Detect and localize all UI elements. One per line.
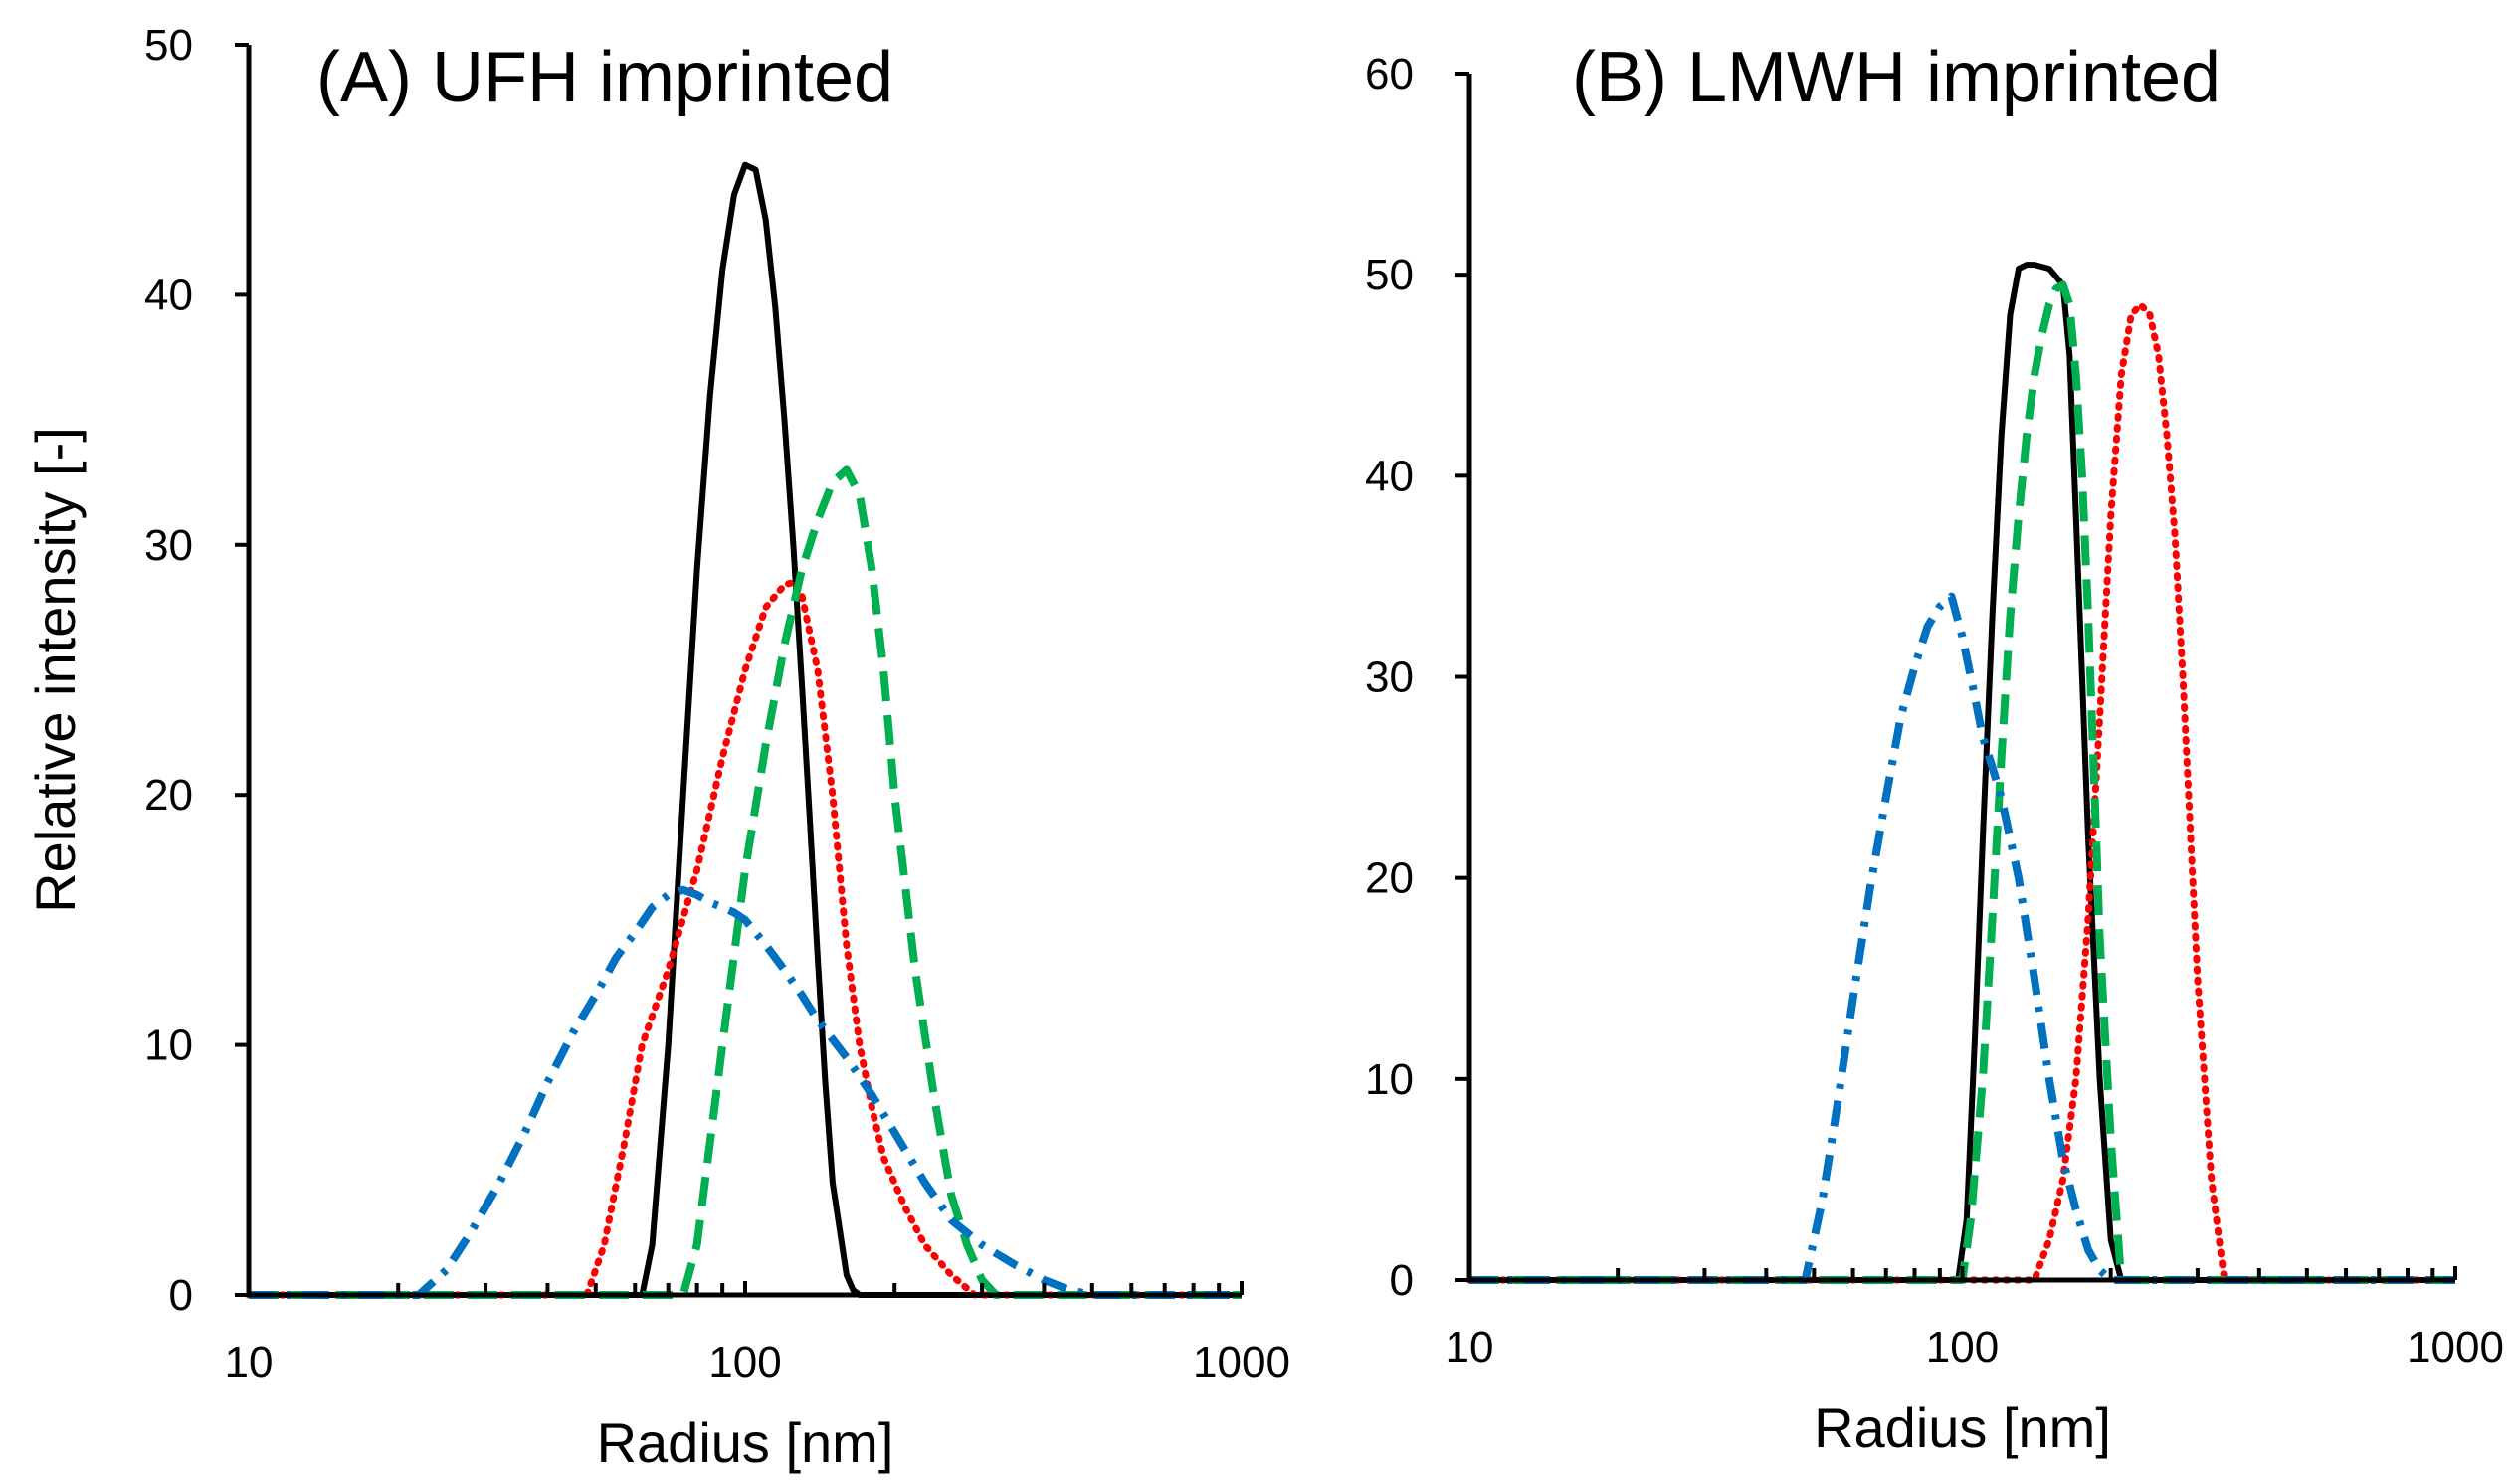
panel-title: (B) LMWH imprinted (1572, 38, 2221, 117)
y-tick-label: 60 (1365, 50, 1414, 98)
series-line-1 (249, 161, 1242, 1298)
series-line-1 (1469, 262, 2455, 1283)
y-tick-label: 40 (144, 271, 193, 319)
series-line-2 (245, 579, 1246, 1299)
y-tick-label: 20 (1365, 854, 1414, 903)
y-tick-label: 30 (1365, 653, 1414, 702)
series-line-4 (249, 885, 1242, 1299)
x-axis-label: Radius [nm] (1814, 1396, 2111, 1459)
panel-title: (A) UFH imprinted (316, 38, 893, 117)
y-tick-label: 10 (144, 1021, 193, 1070)
x-tick-label: 1000 (2407, 1323, 2504, 1372)
y-tick-label: 10 (1365, 1055, 1414, 1104)
x-axis-label: Radius [nm] (597, 1411, 894, 1474)
series-line-3 (249, 465, 1242, 1299)
x-tick-label: 100 (1926, 1323, 1999, 1372)
series-line-2 (1465, 301, 2459, 1284)
panel-a-ufh: 0 10 20 30 40 50 10 100 1000 Radius [nm] Relative … (24, 21, 1290, 1474)
x-tick-label: 10 (1446, 1323, 1494, 1372)
series-line-3 (1469, 280, 2455, 1284)
y-tick-label: 0 (1390, 1256, 1414, 1305)
x-tick-label: 10 (225, 1338, 274, 1387)
panel-b-lmwh: 0 10 20 30 40 50 60 10 100 1000 Radius [nm] (B) LMW… (1365, 38, 2504, 1459)
y-tick-label: 50 (144, 21, 193, 70)
y-tick-label: 0 (169, 1271, 193, 1320)
y-tick-label: 30 (144, 521, 193, 570)
x-tick-label: 1000 (1193, 1338, 1290, 1387)
y-axis-label: Relative intensity [-] (24, 427, 87, 913)
x-tick-label: 100 (708, 1338, 781, 1387)
y-tick-label: 40 (1365, 452, 1414, 500)
y-tick-label: 50 (1365, 251, 1414, 299)
y-tick-label: 20 (144, 771, 193, 820)
series-line-4 (1469, 592, 2455, 1284)
